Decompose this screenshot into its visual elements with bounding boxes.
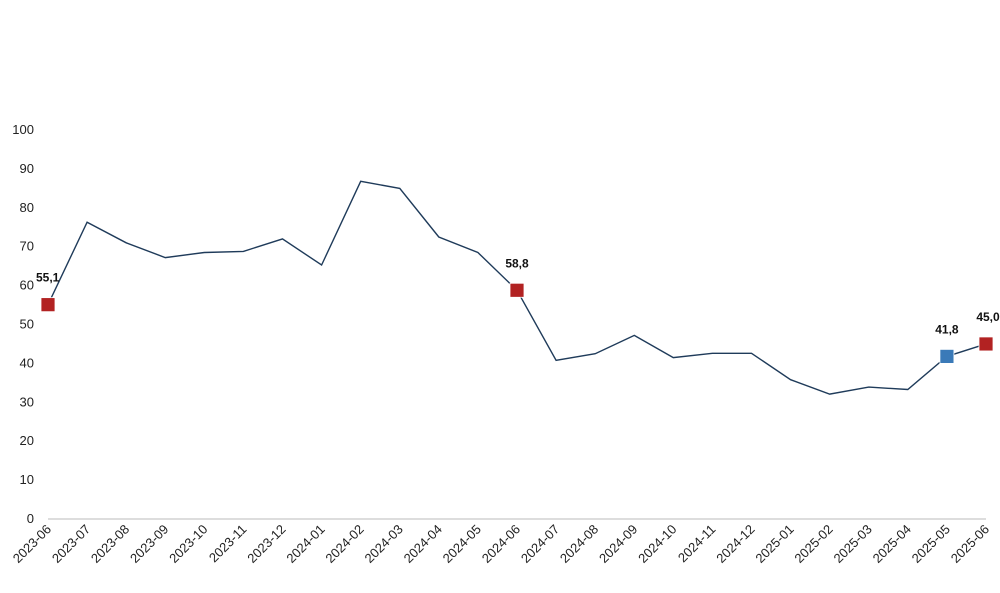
data-label: 45,0: [976, 310, 1000, 324]
x-tick-label: 2024-05: [440, 522, 484, 566]
highlight-markers: [40, 282, 994, 364]
highlight-marker: [978, 336, 994, 352]
y-axis-ticks: 0 10 20 30 40 50 60 70 80 90 100: [12, 122, 34, 526]
y-tick-label: 40: [20, 355, 34, 370]
x-tick-label: 2024-11: [675, 522, 719, 566]
x-tick-label: 2024-08: [557, 522, 601, 566]
x-tick-label: 2024-01: [283, 522, 327, 566]
x-tick-label: 2023-06: [10, 522, 54, 566]
x-tick-label: 2025-05: [909, 522, 953, 566]
x-tick-label: 2023-08: [88, 522, 132, 566]
highlight-marker: [40, 297, 56, 313]
y-tick-label: 60: [20, 278, 34, 293]
x-tick-label: 2024-03: [362, 522, 406, 566]
y-tick-label: 90: [20, 161, 34, 176]
x-tick-label: 2025-02: [791, 522, 835, 566]
x-tick-label: 2023-10: [166, 522, 210, 566]
x-tick-label: 2023-09: [127, 522, 171, 566]
x-tick-label: 2024-09: [596, 522, 640, 566]
x-tick-label: 2024-12: [713, 522, 757, 566]
x-tick-label: 2024-07: [518, 522, 562, 566]
y-tick-label: 70: [20, 239, 34, 254]
x-tick-label: 2023-11: [206, 522, 250, 566]
y-tick-label: 50: [20, 317, 34, 332]
x-tick-label: 2024-02: [322, 522, 366, 566]
highlight-marker: [509, 282, 525, 298]
x-tick-label: 2025-06: [948, 522, 992, 566]
y-tick-label: 100: [12, 122, 34, 137]
x-tick-label: 2025-04: [870, 522, 914, 566]
y-tick-label: 10: [20, 472, 34, 487]
y-tick-label: 20: [20, 433, 34, 448]
x-tick-label: 2024-06: [479, 522, 523, 566]
y-tick-label: 30: [20, 394, 34, 409]
y-tick-label: 0: [27, 511, 34, 526]
data-label: 58,8: [505, 256, 529, 270]
highlight-marker: [939, 348, 955, 364]
x-tick-label: 2025-03: [831, 522, 875, 566]
x-tick-label: 2025-01: [752, 522, 796, 566]
x-tick-label: 2023-12: [244, 522, 288, 566]
x-tick-label: 2024-04: [401, 522, 445, 566]
y-tick-label: 80: [20, 200, 34, 215]
x-tick-label: 2024-10: [635, 522, 679, 566]
data-labels: 55,1 58,8 41,8 45,0: [36, 256, 1000, 336]
data-label: 41,8: [935, 322, 959, 336]
x-axis-ticks: 2023-062023-072023-082023-092023-102023-…: [10, 522, 992, 566]
x-tick-label: 2023-07: [49, 522, 93, 566]
data-label: 55,1: [36, 271, 60, 285]
